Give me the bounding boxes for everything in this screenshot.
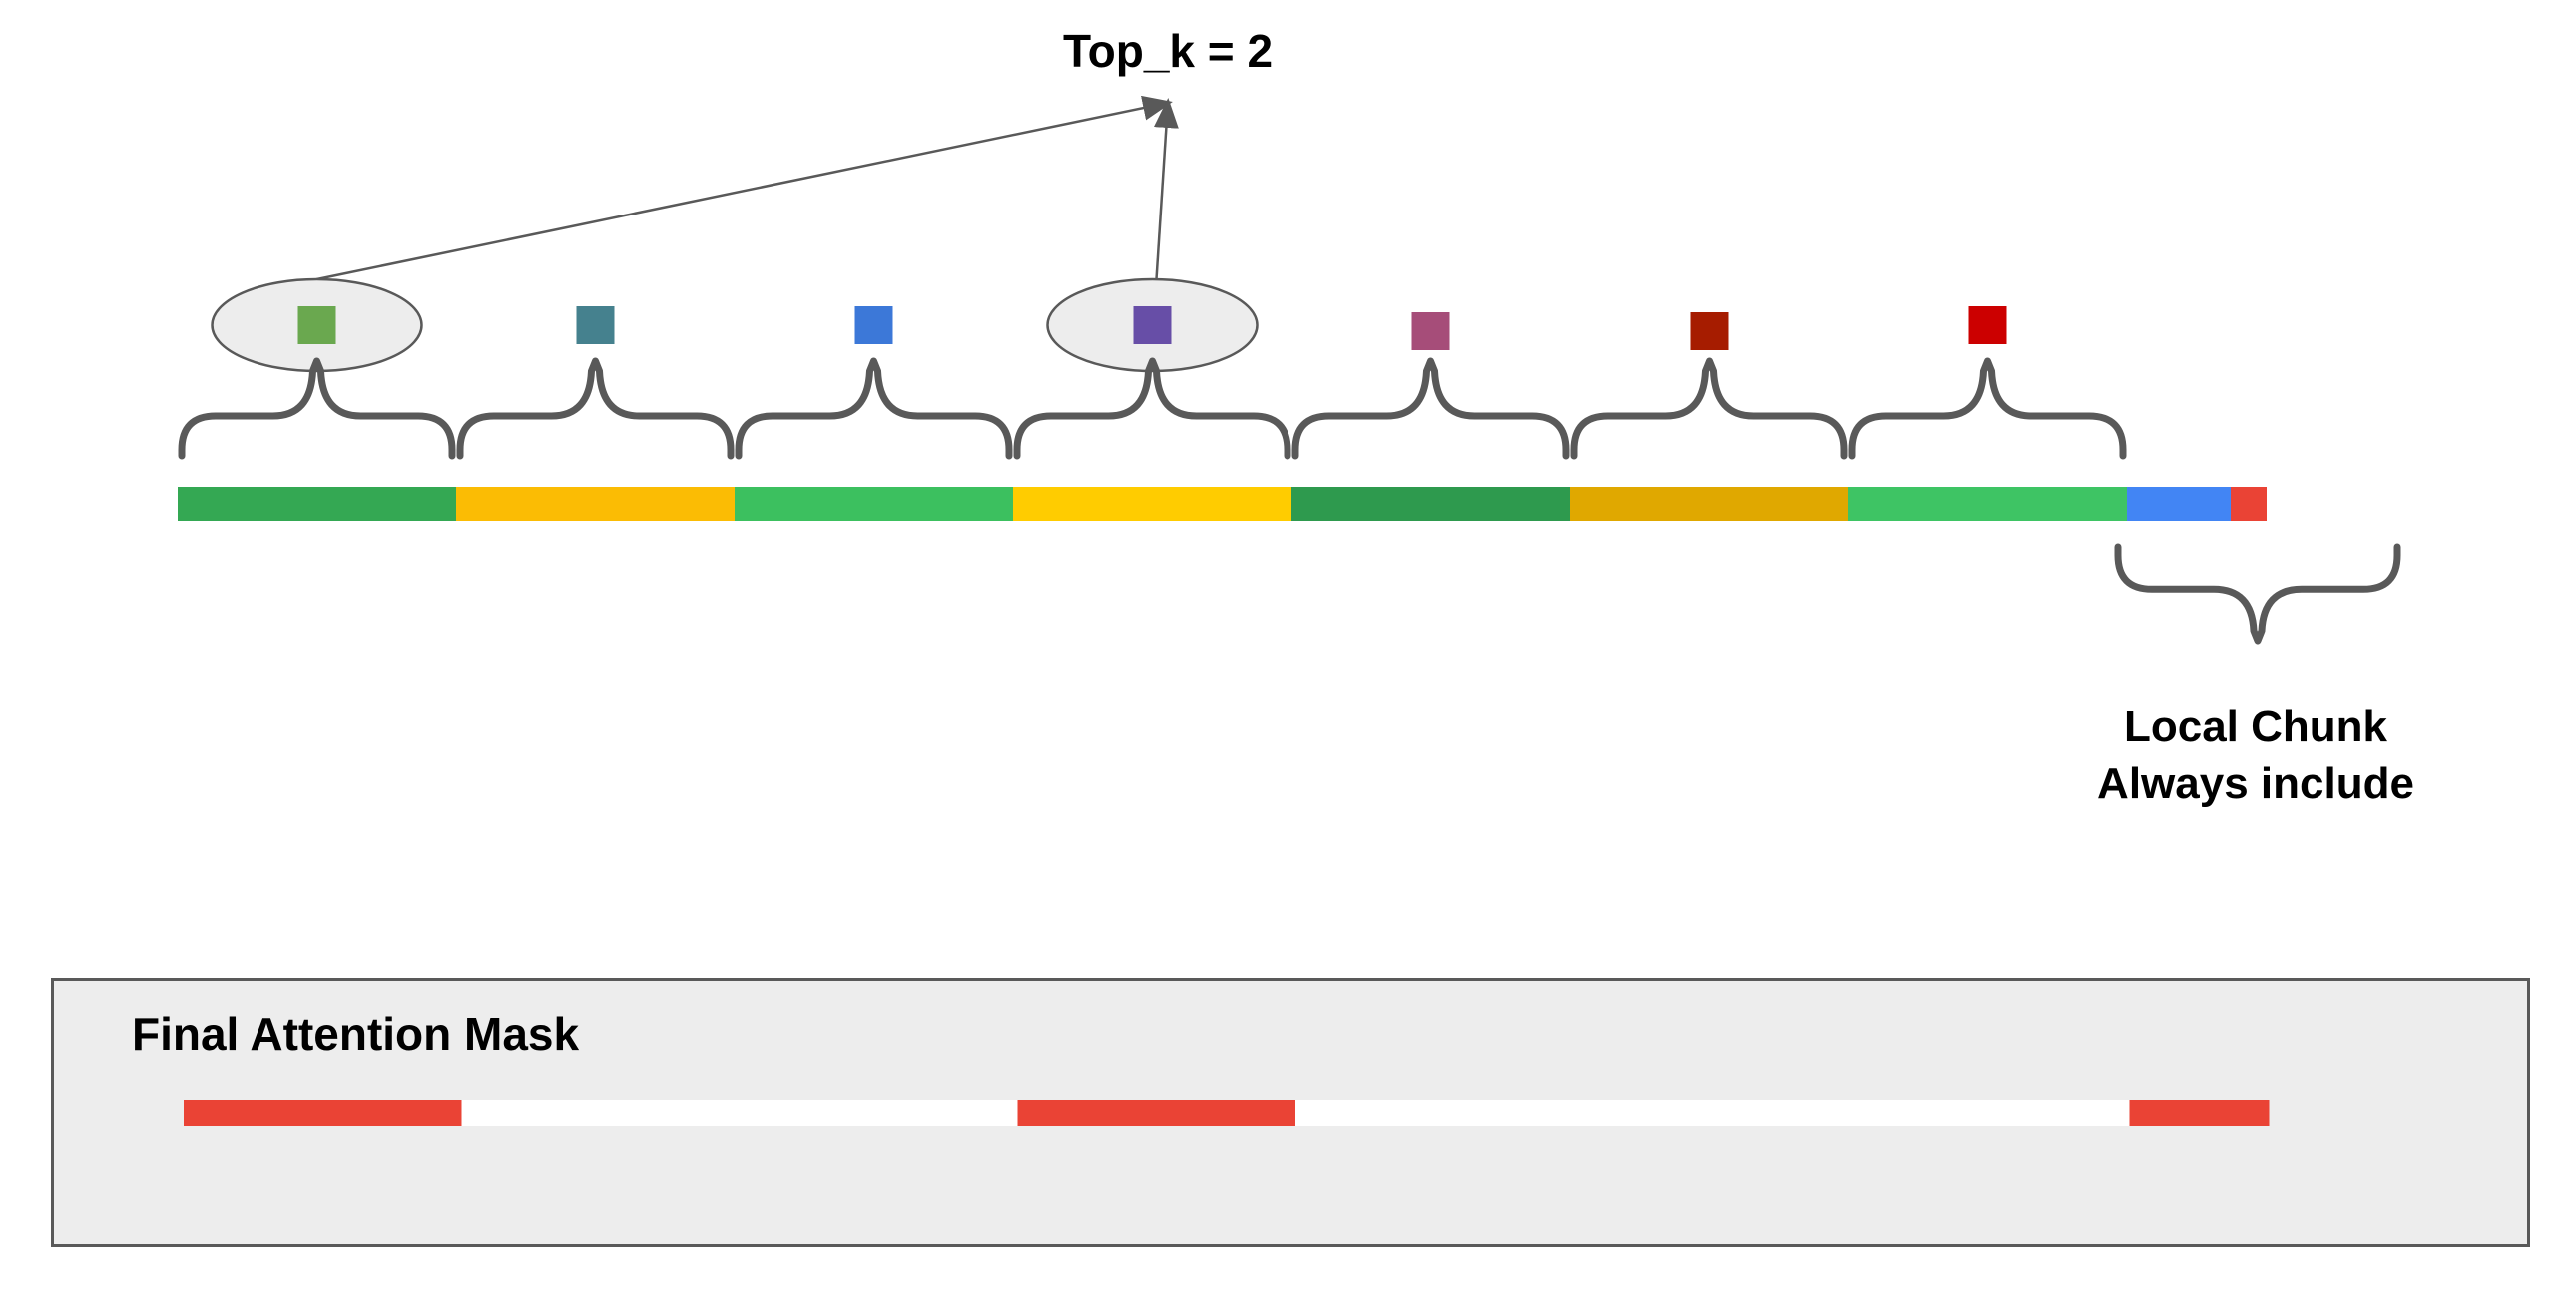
chunk-brace-1	[178, 357, 456, 460]
chunk-representative-7	[1968, 306, 2007, 344]
chunk-brace-5	[1291, 357, 1570, 460]
chunk-representatives	[297, 306, 2007, 350]
local-chunk-label-line1: Local Chunk	[2123, 702, 2388, 751]
selection-arrow-1	[316, 95, 1173, 281]
final-attention-mask-panel: Final Attention Mask	[51, 978, 2530, 1247]
chunk-representative-3	[854, 306, 893, 344]
mask-segment-chunk-4	[1017, 1100, 1295, 1126]
chunk-segment-7	[1848, 487, 2127, 521]
chunk-representative-6	[1690, 312, 1729, 350]
chunk-representative-1	[297, 306, 336, 344]
chunk-segment-1	[178, 487, 456, 521]
local-chunk-segment-1	[2127, 487, 2231, 521]
chunk-segment-4	[1013, 487, 1291, 521]
chunk-brace-6	[1570, 357, 1848, 460]
chunk-braces	[178, 357, 2127, 460]
token-sequence-bar	[178, 487, 2267, 521]
mask-segment-chunk-1	[184, 1100, 462, 1126]
local-chunk-label: Local Chunk Always include	[2036, 698, 2475, 812]
chunk-representative-4	[1133, 306, 1172, 344]
selected-chunk-highlights	[211, 277, 1259, 373]
chunk-representative-5	[1411, 312, 1450, 350]
local-chunk-label-line2: Always include	[2097, 759, 2414, 809]
chunk-representative-2	[576, 306, 615, 344]
chunk-brace-2	[456, 357, 735, 460]
selection-arrows	[316, 95, 1179, 281]
chunk-segment-3	[735, 487, 1013, 521]
chunk-brace-4	[1013, 357, 1291, 460]
local-chunk-brace	[2114, 543, 2401, 645]
chunk-segment-6	[1570, 487, 1848, 521]
chunk-brace-3	[735, 357, 1013, 460]
final-attention-mask-title: Final Attention Mask	[132, 1008, 580, 1060]
chunk-brace-7	[1848, 357, 2127, 460]
local-chunk-brace-path	[2114, 543, 2401, 645]
final-attention-mask-bar	[184, 1100, 2270, 1126]
selection-arrow-4	[1153, 98, 1179, 280]
chunk-segment-2	[456, 487, 735, 521]
top-k-label: Top_k = 2	[1062, 25, 1274, 77]
mask-segment-local-chunk	[2129, 1100, 2270, 1126]
local-chunk-segment-2	[2231, 487, 2267, 521]
chunk-segment-5	[1291, 487, 1570, 521]
